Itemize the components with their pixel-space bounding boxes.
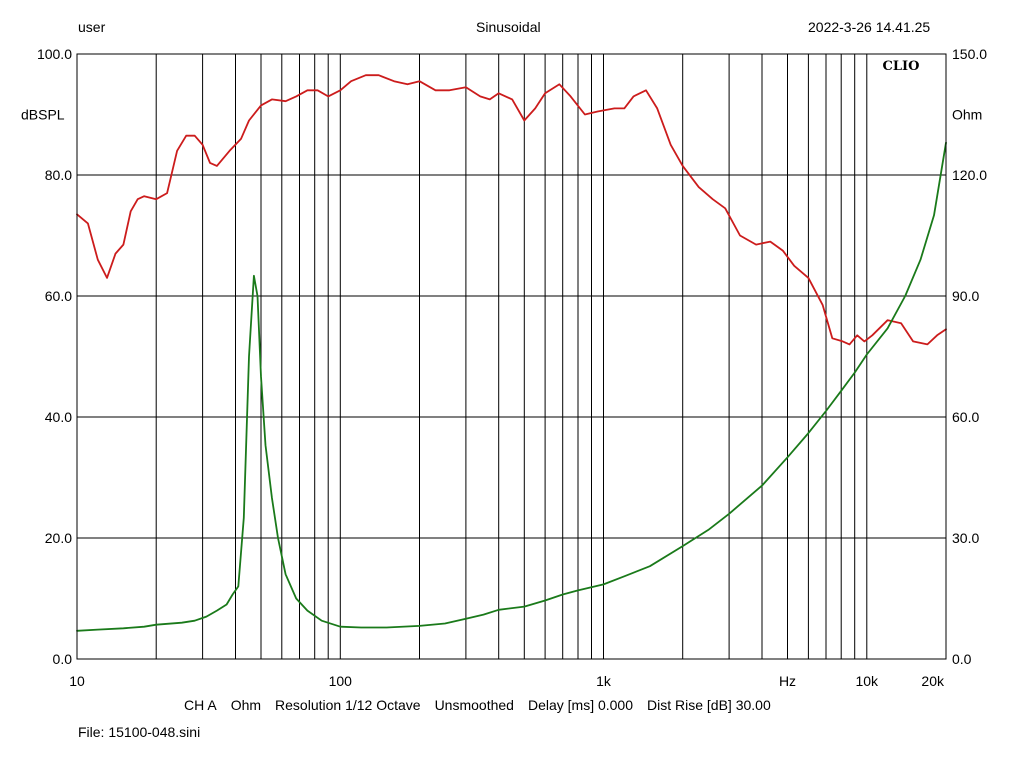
left-axis-tick-label: 100.0 [37,46,72,62]
right-axis-tick-label: 0.0 [952,651,972,667]
x-axis-tick-label: 10 [69,673,85,689]
header-timestamp: 2022-3-26 14.41.25 [808,19,931,35]
x-axis-unit-label: Hz [779,673,796,689]
left-axis-label: dBSPL [21,107,65,123]
x-axis-tick-label: 1k [596,673,612,689]
right-axis-tick-label: 120.0 [952,167,987,183]
left-axis-tick-label: 20.0 [45,530,72,546]
right-axis-tick-label: 30.0 [952,530,979,546]
channel-label: CH A [184,697,217,713]
resolution-label: Resolution 1/12 Octave [275,697,421,713]
left-axis-tick-label: 80.0 [45,167,72,183]
unit-label: Ohm [230,697,262,713]
header-mode: Sinusoidal [476,19,541,35]
right-axis-tick-label: 90.0 [952,288,979,304]
plot-frame [76,53,947,660]
left-axis-tick-label: 0.0 [53,651,73,667]
file-label: File: 15100-048.sini [78,724,201,740]
dist-rise-label: Dist Rise [dB] 30.00 [647,697,771,713]
measurement-settings: CH A Ohm Resolution 1/12 Octave Unsmoothed D… [184,697,785,713]
left-axis-tick-label: 60.0 [45,288,72,304]
right-axis-tick-label: 60.0 [952,409,979,425]
x-axis-tick-label: 20k [921,673,945,689]
brand-label: CLIO [883,59,920,74]
x-axis-tick-label: 100 [329,673,353,689]
delay-label: Delay [ms] 0.000 [527,697,634,713]
smoothing-label: Unsmoothed [434,697,514,713]
header-user: user [78,19,106,35]
left-axis-tick-label: 40.0 [45,409,72,425]
impedance-curve [76,141,947,632]
spl-curve [76,74,947,346]
right-axis-label: Ohm [952,107,982,123]
x-axis-tick-label: 10k [855,673,879,689]
series [76,74,947,632]
grid [77,54,946,659]
right-axis-tick-label: 150.0 [952,46,987,62]
axes: 0.0 20.0 40.0 60.0 80.0 100.0 0.0 30.0 60.0 90.0 1… [21,46,987,689]
